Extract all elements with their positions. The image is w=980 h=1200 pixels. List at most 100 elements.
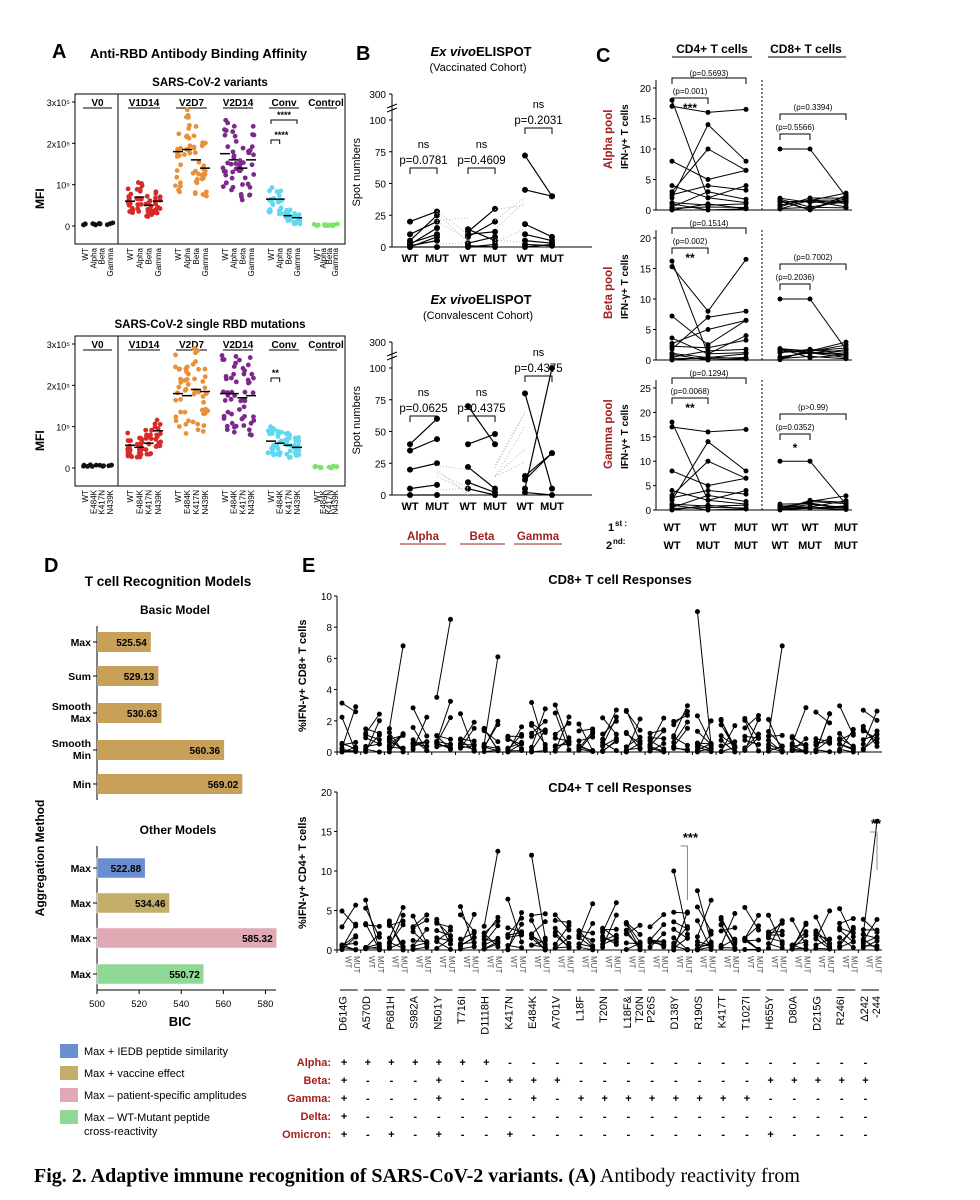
panel-a-point [194, 180, 200, 186]
panel-b-ytick-label: 0 [380, 491, 386, 502]
panel-a-point [249, 371, 255, 377]
panel-e-cd8-pair-line [578, 731, 594, 749]
panel-e-cd8-point [671, 739, 677, 745]
panel-e-cd4-point [684, 909, 690, 915]
panel-b-point [407, 466, 413, 473]
panel-c-pair-line [671, 185, 709, 196]
panel-e-cd4-point [457, 912, 463, 918]
panel-e-cd8-pair-line [720, 725, 736, 752]
panel-e-cd4-point [353, 923, 359, 929]
panel-e-cd4-point [353, 947, 359, 953]
panel-e-variant-mark: + [530, 1093, 536, 1105]
panel-e-mutation-label: P26S [646, 996, 658, 1023]
panel-c-point [705, 109, 711, 115]
panel-a-point [143, 447, 149, 453]
panel-e-variant-name: Omicron: [282, 1129, 331, 1141]
panel-e-variant-mark: + [530, 1075, 536, 1087]
panel-e-cd8-point [789, 733, 795, 739]
panel-e-variant-mark: - [792, 1129, 796, 1141]
panel-e-cd8-pair-line [412, 707, 428, 737]
panel-b-point [492, 431, 498, 438]
panel-a-point [247, 184, 253, 190]
panel-b-cross-line [494, 228, 526, 244]
panel-d-title: T cell Recognition Models [85, 574, 252, 589]
panel-a-point [202, 374, 208, 380]
panel-a-ytick-label: 10⁵ [56, 423, 70, 433]
panel-e-mut-label: MUT [613, 956, 622, 973]
panel-e-cd4-pair-line [483, 920, 499, 934]
panel-a-point [236, 168, 242, 174]
panel-e-cd4-point [694, 918, 700, 924]
panel-e-cd4-point [661, 922, 667, 928]
panel-c-point [807, 458, 813, 464]
panel-b-xtick-label: WT [401, 501, 418, 513]
panel-c-point [669, 487, 675, 493]
panel-a-xtick-label: WT [267, 248, 276, 261]
panel-e-variant-mark: - [437, 1111, 441, 1123]
panel-e-cd4-point [742, 904, 748, 910]
panel-e-variant-mark: - [816, 1093, 820, 1105]
panel-b-point [549, 193, 555, 200]
panel-e-cd4-pair-line [531, 920, 546, 949]
panel-b-cross-line [494, 425, 526, 478]
panel-e-cd8-pair-line [649, 743, 664, 752]
panel-e-cd8-point [874, 743, 880, 749]
panel-a-point [191, 346, 197, 351]
panel-a-sig: **** [277, 110, 292, 120]
panel-c-point [705, 327, 711, 332]
panel-e-wt-label: WT [367, 956, 376, 969]
panel-b-title: Ex vivo [430, 292, 476, 307]
panel-e-cd8-point [353, 744, 359, 750]
panel-e-cd4-point [552, 929, 558, 935]
panel-e-variant-mark: - [745, 1075, 749, 1087]
panel-e-cd4-ytick-label: 20 [321, 788, 333, 799]
panel-c-point [669, 501, 675, 507]
panel-b-ns: ns [418, 139, 430, 151]
panel-e-cd4-point [766, 912, 772, 918]
panel-e-variant-mark: + [767, 1075, 773, 1087]
panel-e-cd8-point [837, 736, 843, 742]
panel-b-point [522, 390, 528, 397]
panel-b-cross-line [436, 465, 469, 471]
panel-e-cd8-point [576, 738, 582, 744]
panel-e-cd8-point [471, 725, 477, 731]
panel-e-cd4-point [613, 900, 619, 906]
panel-e-wt-label: WT [343, 956, 352, 969]
panel-e-variant-mark: - [366, 1075, 370, 1087]
panel-a-point [239, 416, 245, 421]
panel-e-cd8-point [529, 744, 535, 750]
panel-e-cd4-point [874, 943, 880, 949]
panel-a-point [219, 353, 225, 358]
panel-c-point [669, 350, 675, 356]
panel-e-variant-mark: - [532, 1057, 536, 1069]
panel-e-variant-mark: - [366, 1093, 370, 1105]
panel-e-mutation-label: K417T [717, 996, 729, 1029]
panel-a-point [128, 453, 133, 458]
panel-e-cd8-point [766, 748, 772, 754]
panel-e-cd8-pair-line [483, 656, 499, 745]
panel-e-mut-label: MUT [423, 956, 432, 973]
panel-c-pair-line [671, 206, 709, 209]
panel-a-point [224, 427, 230, 433]
panel-b-pair-line [409, 210, 438, 223]
panel-e-cd8-pair-line [697, 731, 712, 745]
panel-e-cd8-ylabel: %IFN-γ+ CD8+ T cells [297, 620, 309, 733]
panel-e-cd8-point [457, 711, 463, 717]
panel-e-cd8-pair-line [673, 705, 688, 736]
panel-e-cd8-point [481, 741, 487, 747]
panel-a-group-label: V0 [91, 98, 104, 109]
panel-e-cd4-point [457, 936, 463, 942]
panel-e-mut-label: MUT [542, 956, 551, 973]
panel-e-cd8-point [400, 643, 406, 649]
panel-e-cd4-pair-line [625, 922, 641, 943]
panel-c-pair-line [707, 353, 747, 359]
panel-a-point [177, 183, 183, 189]
panel-e-cd4-point [481, 930, 487, 936]
panel-e-cd4-point [813, 936, 819, 942]
panel-e-cd4-point [661, 939, 667, 945]
panel-e-cd8-point [495, 739, 501, 745]
panel-e-cd8-pair-line [625, 711, 641, 731]
panel-e-cd8-point [874, 717, 880, 723]
panel-a-point [233, 379, 239, 385]
panel-b-bracket [467, 415, 496, 422]
